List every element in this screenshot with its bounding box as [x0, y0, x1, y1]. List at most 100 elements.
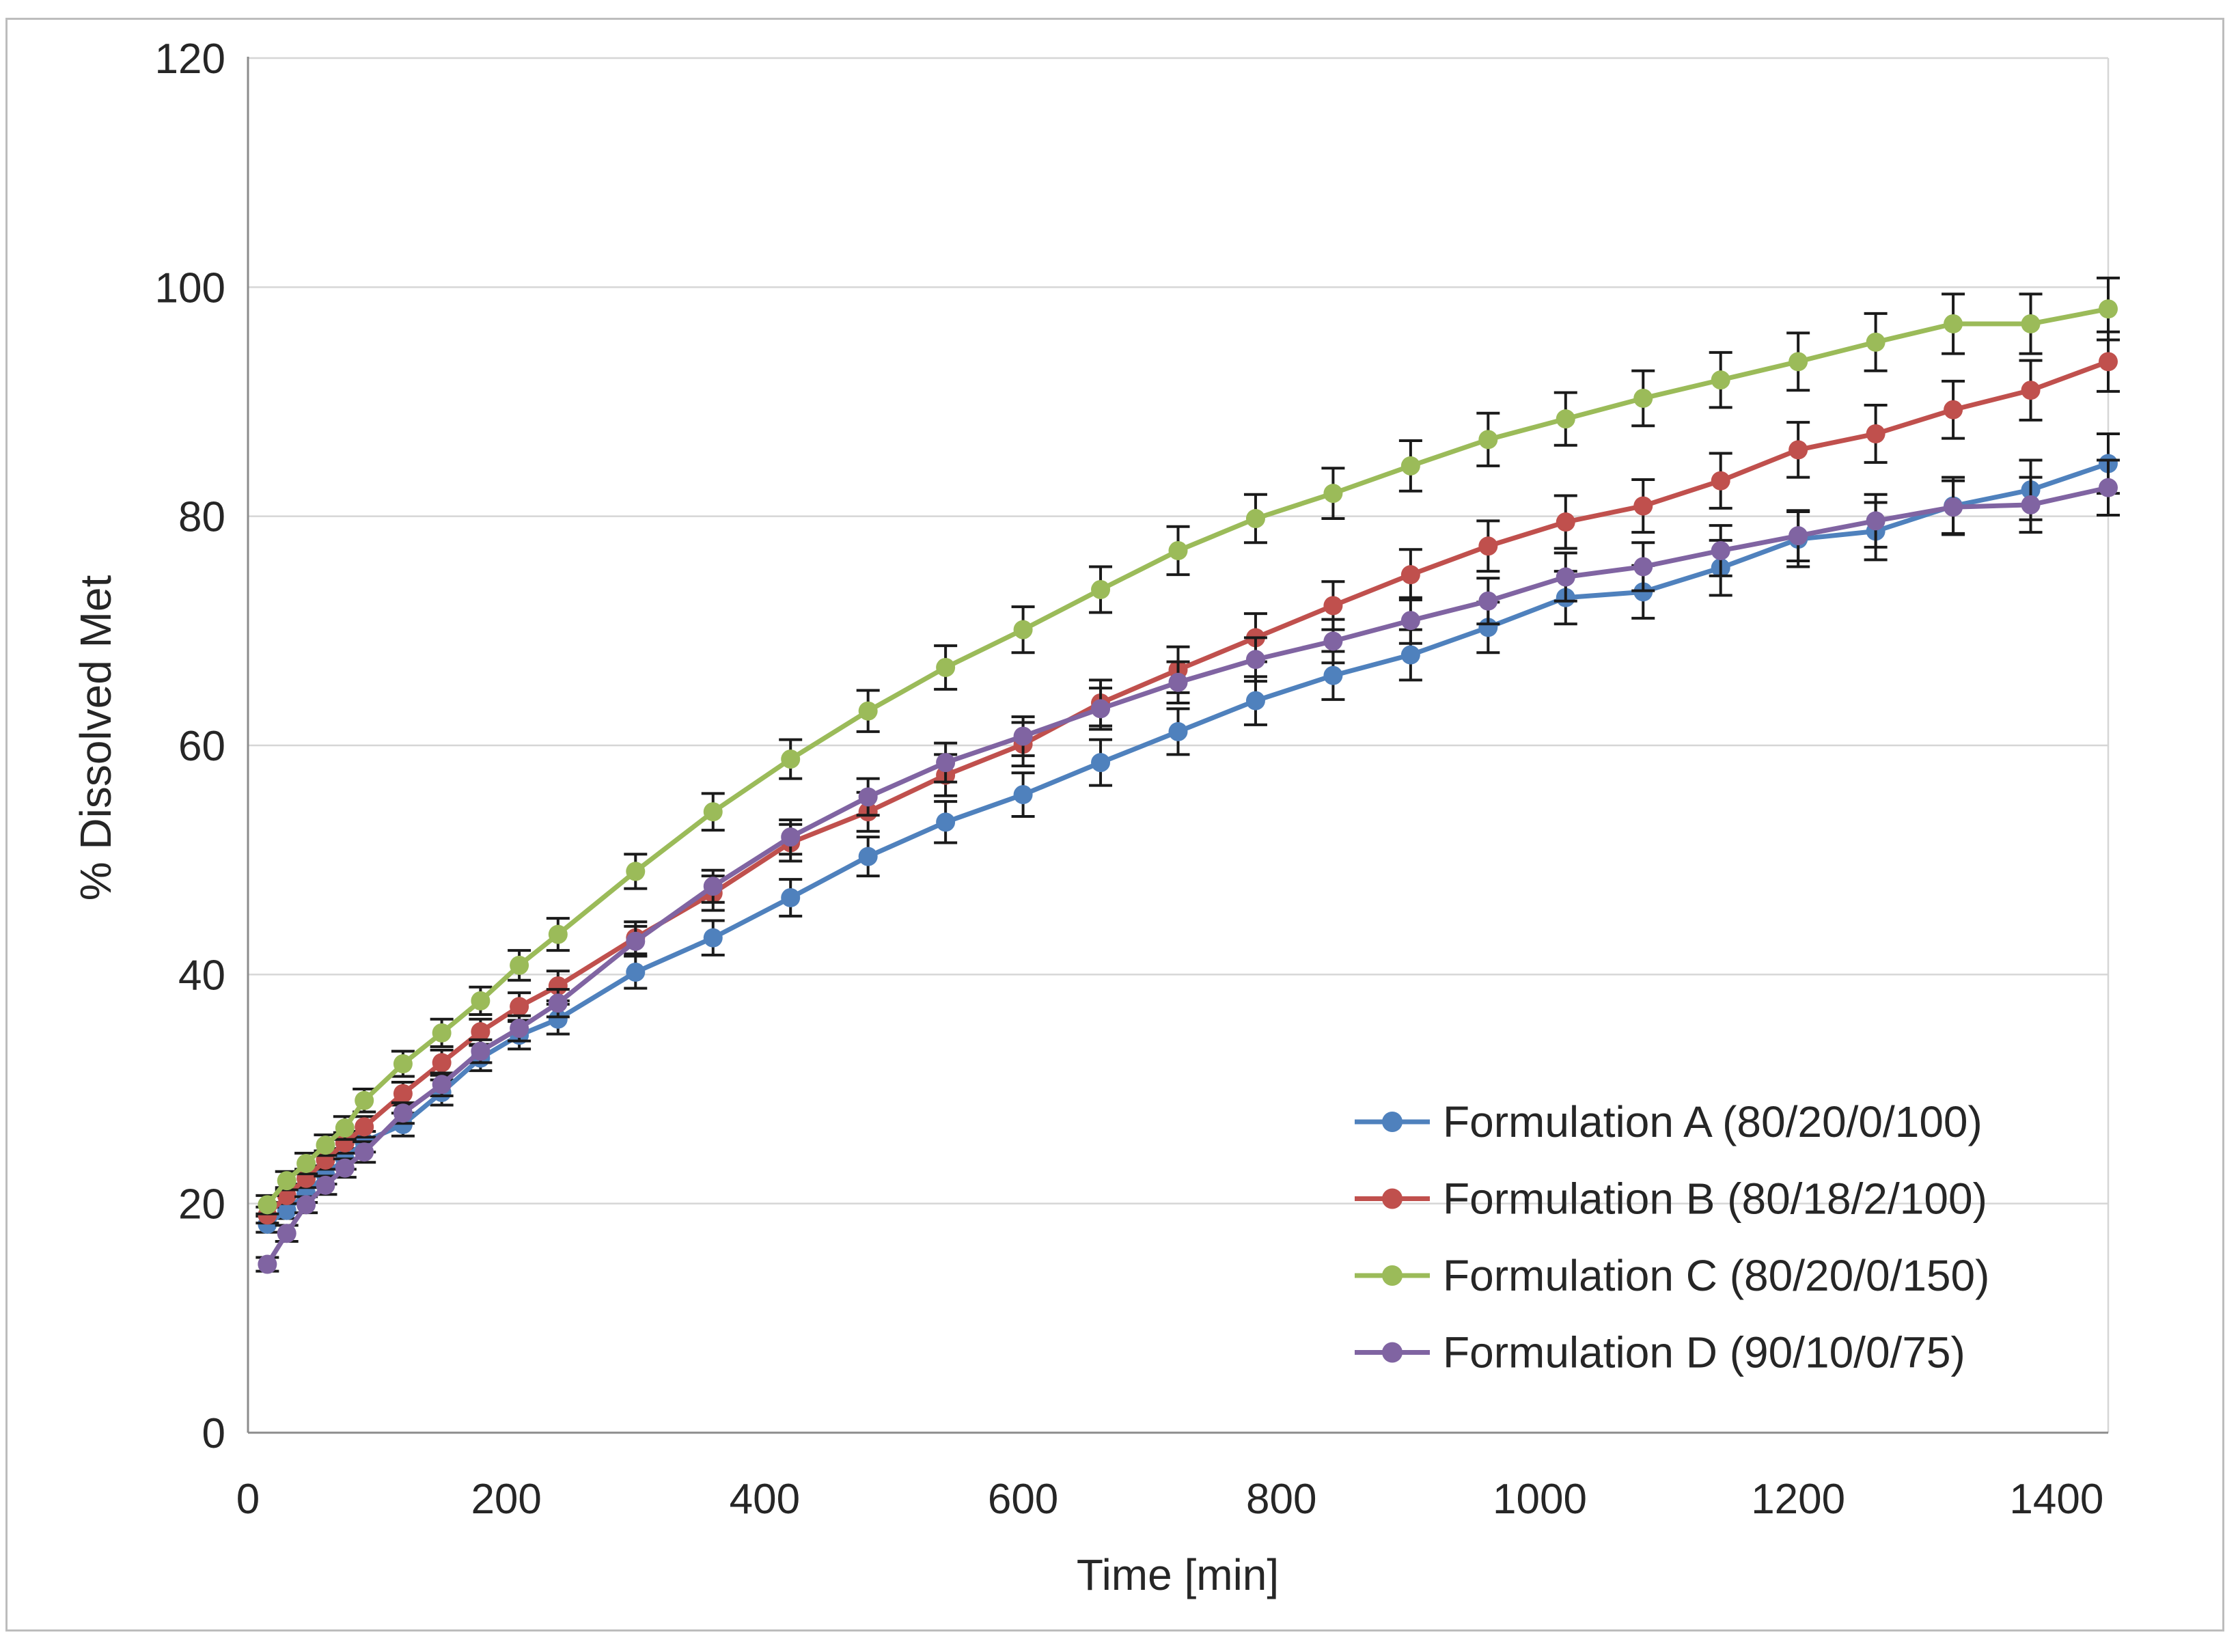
data-point-formulation-c — [703, 802, 723, 822]
data-point-formulation-b — [355, 1117, 374, 1137]
data-point-formulation-d — [858, 787, 878, 807]
x-tick-label-1200: 1200 — [1751, 1476, 1845, 1523]
data-point-formulation-a — [626, 962, 646, 982]
data-point-formulation-d — [1788, 526, 1808, 546]
legend-label-c: Formulation C (80/20/0/150) — [1443, 1251, 1989, 1300]
data-point-formulation-c — [781, 749, 801, 769]
data-point-formulation-d — [1091, 699, 1111, 719]
legend-marker-dot-icon — [1382, 1342, 1403, 1363]
legend-label-d: Formulation D (90/10/0/75) — [1443, 1328, 1965, 1377]
data-point-formulation-d — [1556, 567, 1575, 587]
data-point-formulation-b — [1944, 400, 1963, 419]
data-point-formulation-a — [1245, 691, 1265, 711]
data-point-formulation-c — [1944, 314, 1963, 333]
data-point-formulation-c — [1556, 409, 1575, 429]
data-point-formulation-a — [1091, 753, 1111, 773]
data-point-formulation-d — [335, 1158, 355, 1178]
data-point-formulation-b — [432, 1053, 452, 1073]
data-point-formulation-c — [626, 862, 646, 881]
data-point-formulation-c — [1091, 579, 1111, 599]
y-tick-label-100: 100 — [155, 264, 225, 312]
data-point-formulation-a — [1168, 721, 1188, 741]
data-point-formulation-d — [1633, 557, 1653, 577]
data-point-formulation-d — [703, 877, 723, 896]
x-axis-title: Time [min] — [1076, 1550, 1280, 1599]
data-point-formulation-b — [1478, 536, 1498, 556]
data-point-formulation-c — [1788, 352, 1808, 372]
data-point-formulation-b — [1711, 471, 1730, 491]
x-tick-label-200: 200 — [471, 1476, 541, 1523]
data-point-formulation-b — [393, 1084, 413, 1103]
data-point-formulation-a — [703, 928, 723, 948]
data-point-formulation-d — [936, 753, 956, 773]
y-tick-label-20: 20 — [178, 1181, 225, 1228]
series-line-formulation-d — [264, 485, 2111, 1267]
data-point-formulation-d — [1866, 511, 1885, 531]
data-point-formulation-b — [510, 997, 529, 1017]
data-point-formulation-c — [277, 1171, 296, 1191]
x-tick-label-0: 0 — [236, 1476, 260, 1523]
x-tick-label-1400: 1400 — [2009, 1476, 2103, 1523]
data-point-formulation-d — [1168, 672, 1188, 692]
data-point-formulation-a — [936, 812, 956, 832]
legend-marker-dot-icon — [1382, 1265, 1403, 1286]
legend-marker-dot-icon — [1382, 1188, 1403, 1209]
data-point-formulation-c — [1168, 540, 1188, 560]
data-point-formulation-c — [1400, 456, 1420, 476]
data-point-formulation-c — [258, 1195, 277, 1215]
y-tick-label-40: 40 — [178, 952, 225, 999]
data-point-formulation-c — [548, 924, 568, 944]
x-tick-label-800: 800 — [1246, 1476, 1316, 1523]
legend-label-b: Formulation B (80/18/2/100) — [1443, 1174, 1987, 1224]
data-point-formulation-c — [432, 1023, 452, 1043]
data-point-formulation-d — [432, 1075, 452, 1095]
data-point-formulation-c — [355, 1090, 374, 1110]
y-tick-label-80: 80 — [178, 494, 225, 541]
data-point-formulation-b — [1788, 440, 1808, 460]
data-point-formulation-c — [936, 657, 956, 677]
data-point-formulation-d — [2099, 478, 2118, 497]
data-point-formulation-d — [277, 1224, 296, 1243]
data-point-formulation-c — [1866, 332, 1885, 352]
data-point-formulation-c — [316, 1135, 335, 1155]
y-tick-label-60: 60 — [178, 723, 225, 770]
data-point-formulation-b — [1323, 596, 1343, 616]
data-point-formulation-d — [2021, 495, 2041, 514]
y-axis-title: % Dissolved Met — [71, 575, 120, 901]
data-point-formulation-d — [1944, 497, 1963, 517]
data-point-formulation-d — [296, 1195, 316, 1215]
data-point-formulation-d — [1245, 650, 1265, 670]
data-point-formulation-c — [1711, 370, 1730, 390]
legend-marker-dot-icon — [1382, 1112, 1403, 1132]
data-point-formulation-b — [1633, 496, 1653, 516]
data-point-formulation-b — [1400, 565, 1420, 585]
data-point-formulation-c — [393, 1054, 413, 1074]
x-tick-label-1000: 1000 — [1493, 1476, 1587, 1523]
data-point-formulation-d — [781, 827, 801, 847]
data-point-formulation-d — [1400, 611, 1420, 631]
data-point-formulation-a — [1400, 645, 1420, 665]
data-point-formulation-c — [1323, 484, 1343, 504]
legend-label-a: Formulation A (80/20/0/100) — [1443, 1097, 1983, 1146]
x-tick-label-400: 400 — [730, 1476, 800, 1523]
data-point-formulation-d — [1711, 540, 1730, 560]
data-point-formulation-c — [1245, 509, 1265, 529]
data-point-formulation-c — [858, 701, 878, 721]
data-point-formulation-c — [1013, 620, 1033, 639]
y-tick-label-0: 0 — [202, 1410, 225, 1457]
data-point-formulation-d — [258, 1254, 277, 1274]
data-point-formulation-d — [355, 1142, 374, 1162]
data-point-formulation-b — [1866, 424, 1885, 443]
data-point-formulation-d — [1013, 726, 1033, 746]
data-point-formulation-d — [626, 931, 646, 951]
data-point-formulation-d — [1478, 591, 1498, 611]
data-point-formulation-d — [1323, 631, 1343, 651]
data-point-formulation-a — [277, 1200, 296, 1220]
data-point-formulation-b — [1556, 512, 1575, 532]
data-point-formulation-a — [781, 887, 801, 907]
y-tick-label-120: 120 — [155, 36, 225, 83]
data-point-formulation-d — [471, 1041, 491, 1061]
data-point-formulation-d — [316, 1175, 335, 1195]
